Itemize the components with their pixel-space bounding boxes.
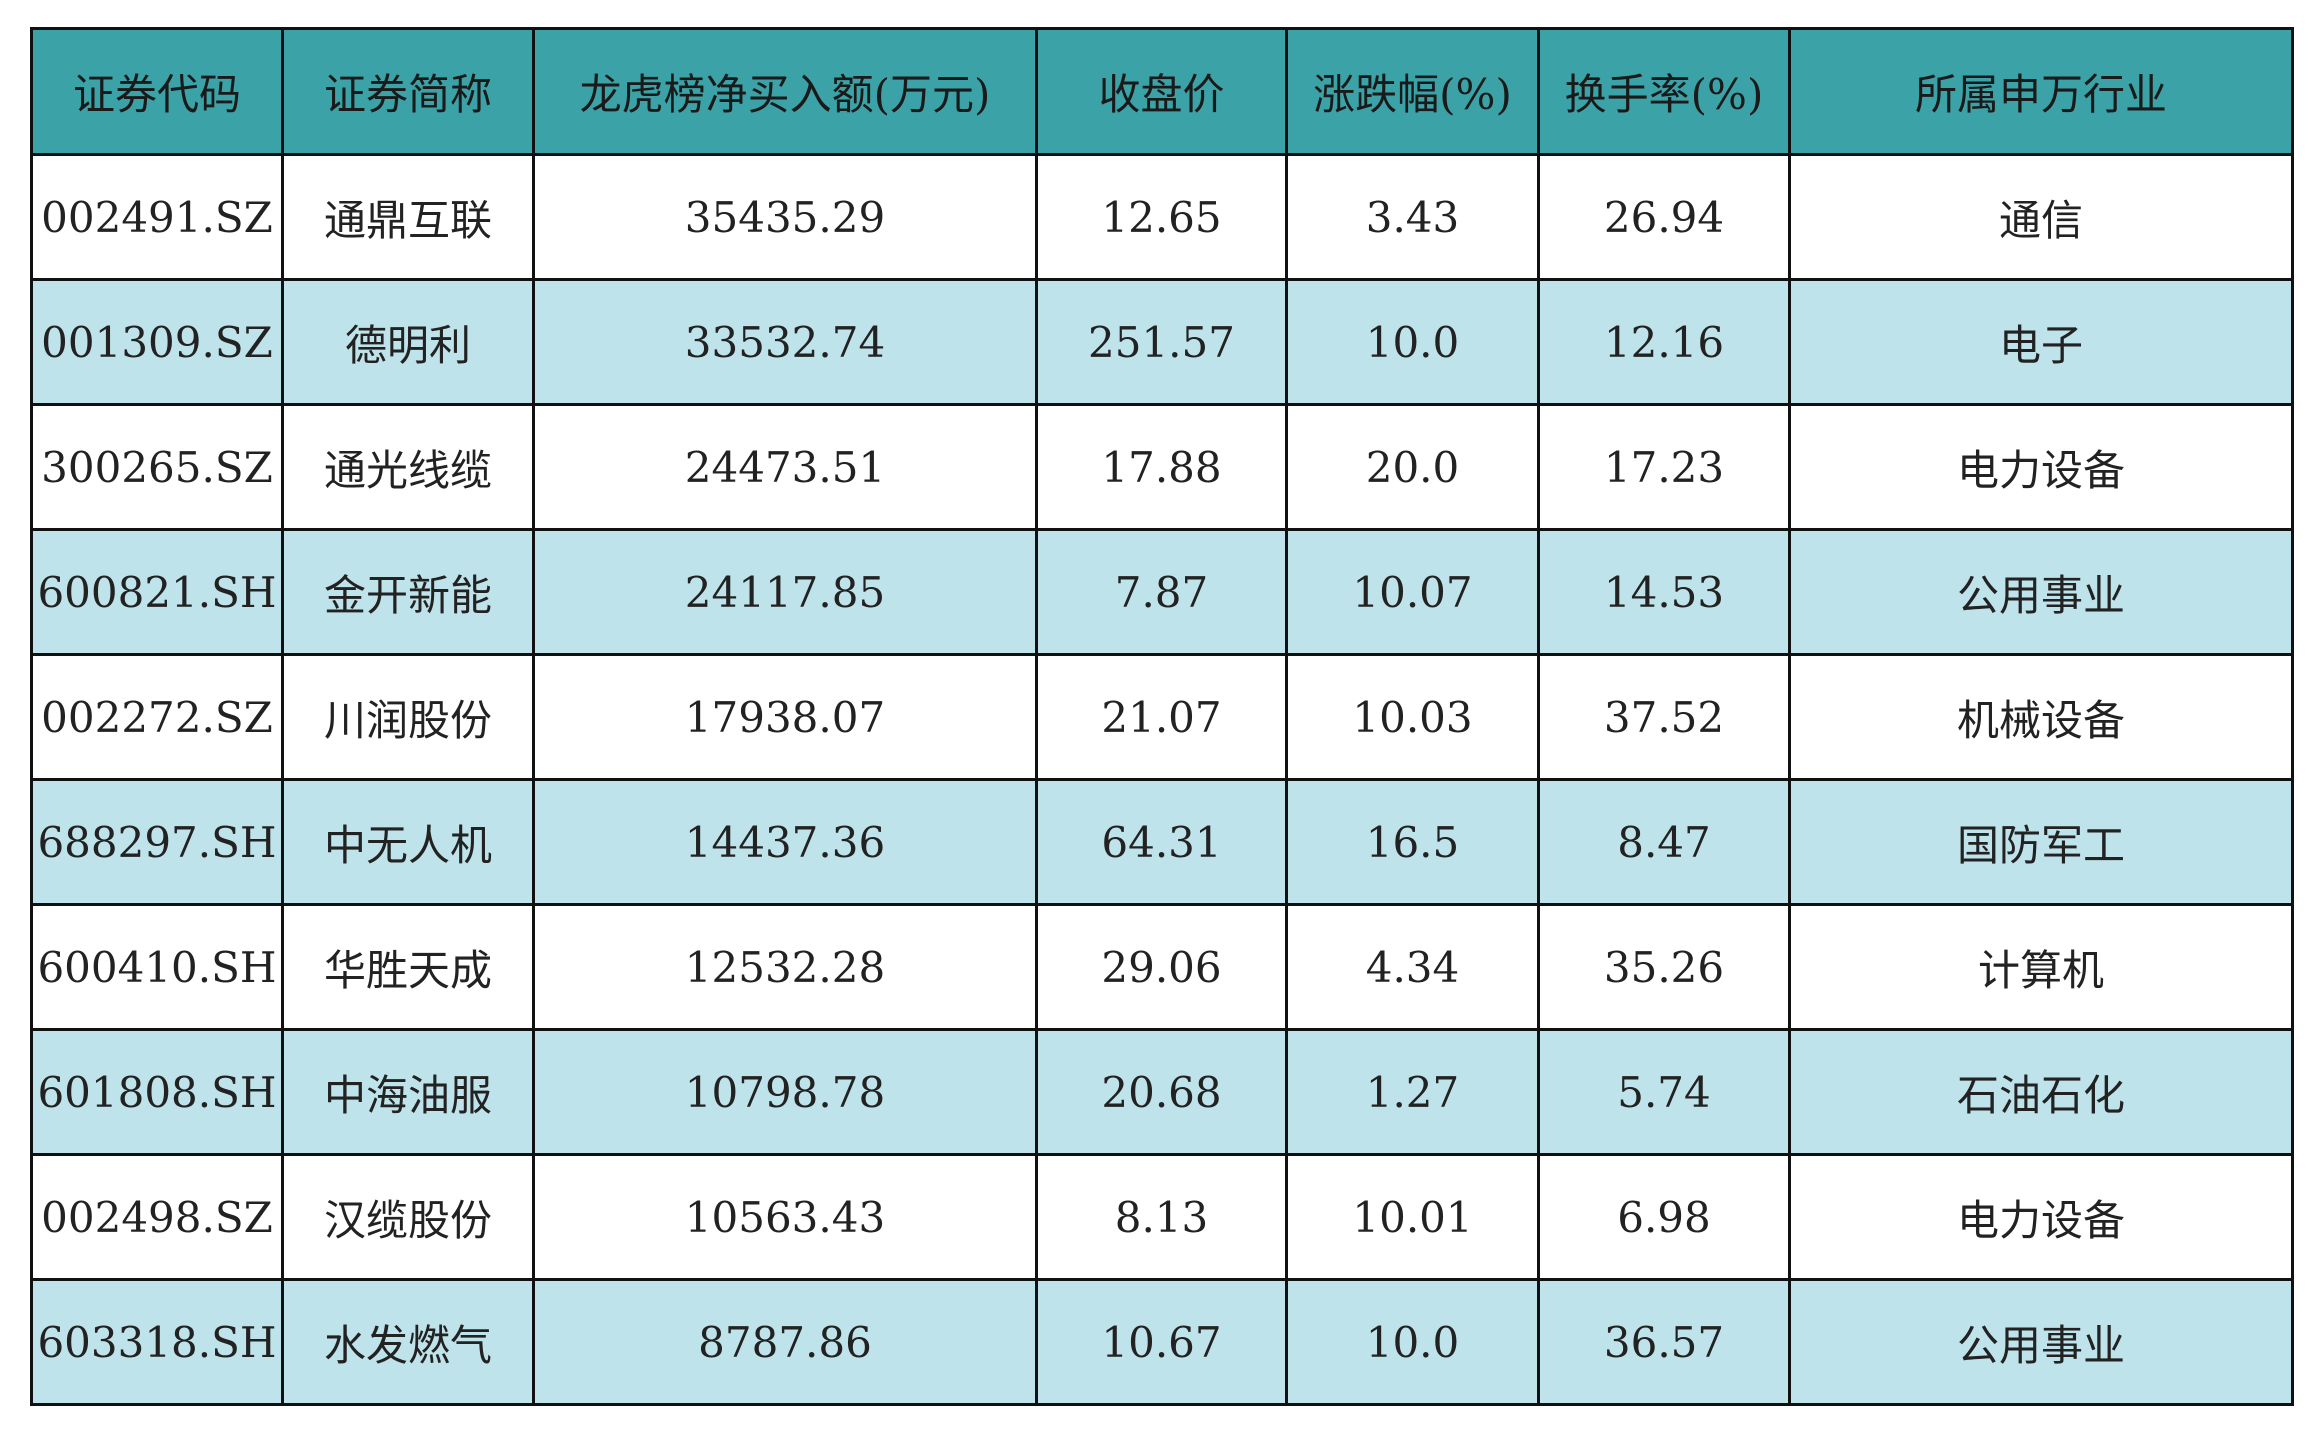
table-cell: 5.74 — [1537, 1028, 1791, 1156]
table-cell: 8.13 — [1035, 1153, 1288, 1281]
table-cell: 3.43 — [1285, 153, 1540, 281]
table-cell: 德明利 — [281, 278, 535, 406]
table-cell: 002272.SZ — [30, 653, 284, 781]
table-cell: 国防军工 — [1788, 778, 2294, 906]
table-cell: 金开新能 — [281, 528, 535, 656]
table-row: 601808.SH 中海油服 10798.78 20.68 1.27 5.74 石油石化 — [30, 1028, 2294, 1156]
table-cell: 33532.74 — [532, 278, 1038, 406]
table-cell: 601808.SH — [30, 1028, 284, 1156]
table-cell: 10.67 — [1035, 1278, 1288, 1406]
table-cell: 600410.SH — [30, 903, 284, 1031]
table-cell: 通信 — [1788, 153, 2294, 281]
table-row: 002498.SZ 汉缆股份 10563.43 8.13 10.01 6.98 电力设备 — [30, 1153, 2294, 1281]
table-cell: 机械设备 — [1788, 653, 2294, 781]
table-row: 600410.SH 华胜天成 12532.28 29.06 4.34 35.26 计算机 — [30, 903, 2294, 1031]
table-cell: 公用事业 — [1788, 528, 2294, 656]
table-cell: 64.31 — [1035, 778, 1288, 906]
table-row: 300265.SZ 通光线缆 24473.51 17.88 20.0 17.23 电力设备 — [30, 403, 2294, 531]
header-cell: 换手率(%) — [1537, 27, 1791, 156]
table-cell: 通鼎互联 — [281, 153, 535, 281]
table-row: 600821.SH 金开新能 24117.85 7.87 10.07 14.53 公用事业 — [30, 528, 2294, 656]
table-cell: 7.87 — [1035, 528, 1288, 656]
header-cell: 证券简称 — [281, 27, 535, 156]
header-cell: 涨跌幅(%) — [1285, 27, 1540, 156]
table-cell: 中海油服 — [281, 1028, 535, 1156]
table-cell: 10563.43 — [532, 1153, 1038, 1281]
table-cell: 水发燃气 — [281, 1278, 535, 1406]
table-cell: 35.26 — [1537, 903, 1791, 1031]
table-cell: 17.88 — [1035, 403, 1288, 531]
table-cell: 20.68 — [1035, 1028, 1288, 1156]
table-cell: 计算机 — [1788, 903, 2294, 1031]
table-cell: 电力设备 — [1788, 403, 2294, 531]
table-cell: 300265.SZ — [30, 403, 284, 531]
table-cell: 24473.51 — [532, 403, 1038, 531]
table-cell: 36.57 — [1537, 1278, 1791, 1406]
table-cell: 10.01 — [1285, 1153, 1540, 1281]
table-cell: 10798.78 — [532, 1028, 1038, 1156]
table-cell: 600821.SH — [30, 528, 284, 656]
table-cell: 29.06 — [1035, 903, 1288, 1031]
table-cell: 35435.29 — [532, 153, 1038, 281]
table-cell: 002491.SZ — [30, 153, 284, 281]
header-cell: 证券代码 — [30, 27, 284, 156]
table-cell: 001309.SZ — [30, 278, 284, 406]
table-body: 002491.SZ 通鼎互联 35435.29 12.65 3.43 26.94 通信 001… — [30, 153, 2294, 1406]
header-row: 证券代码 证券简称 龙虎榜净买入额(万元) 收盘价 涨跌幅(%) 换手率(%) 所属申万行业 — [30, 27, 2294, 156]
table-cell: 12.65 — [1035, 153, 1288, 281]
table-cell: 14437.36 — [532, 778, 1038, 906]
header-cell: 收盘价 — [1035, 27, 1288, 156]
table-row: 002272.SZ 川润股份 17938.07 21.07 10.03 37.52 机械设备 — [30, 653, 2294, 781]
table-cell: 12.16 — [1537, 278, 1791, 406]
table-cell: 12532.28 — [532, 903, 1038, 1031]
table-cell: 电力设备 — [1788, 1153, 2294, 1281]
table-cell: 26.94 — [1537, 153, 1791, 281]
table-cell: 16.5 — [1285, 778, 1540, 906]
table-cell: 002498.SZ — [30, 1153, 284, 1281]
table-row: 001309.SZ 德明利 33532.74 251.57 10.0 12.16 电子 — [30, 278, 2294, 406]
table-row: 002491.SZ 通鼎互联 35435.29 12.65 3.43 26.94 通信 — [30, 153, 2294, 281]
table-cell: 10.0 — [1285, 278, 1540, 406]
table-cell: 公用事业 — [1788, 1278, 2294, 1406]
table-cell: 10.03 — [1285, 653, 1540, 781]
table-cell: 汉缆股份 — [281, 1153, 535, 1281]
table-cell: 14.53 — [1537, 528, 1791, 656]
table-cell: 10.07 — [1285, 528, 1540, 656]
table-row: 688297.SH 中无人机 14437.36 64.31 16.5 8.47 国防军工 — [30, 778, 2294, 906]
table-cell: 21.07 — [1035, 653, 1288, 781]
table-cell: 华胜天成 — [281, 903, 535, 1031]
table-cell: 8.47 — [1537, 778, 1791, 906]
table-cell: 4.34 — [1285, 903, 1540, 1031]
table-cell: 10.0 — [1285, 1278, 1540, 1406]
table-cell: 688297.SH — [30, 778, 284, 906]
table-cell: 37.52 — [1537, 653, 1791, 781]
table-cell: 中无人机 — [281, 778, 535, 906]
header-cell: 龙虎榜净买入额(万元) — [532, 27, 1038, 156]
table-cell: 20.0 — [1285, 403, 1540, 531]
table-cell: 电子 — [1788, 278, 2294, 406]
header-cell: 所属申万行业 — [1788, 27, 2294, 156]
table-cell: 603318.SH — [30, 1278, 284, 1406]
table-cell: 1.27 — [1285, 1028, 1540, 1156]
table-cell: 通光线缆 — [281, 403, 535, 531]
table-cell: 251.57 — [1035, 278, 1288, 406]
table-row: 603318.SH 水发燃气 8787.86 10.67 10.0 36.57 公用事业 — [30, 1278, 2294, 1406]
table-cell: 17.23 — [1537, 403, 1791, 531]
table-cell: 6.98 — [1537, 1153, 1791, 1281]
table-cell: 石油石化 — [1788, 1028, 2294, 1156]
table-cell: 17938.07 — [532, 653, 1038, 781]
table-cell: 8787.86 — [532, 1278, 1038, 1406]
table-cell: 24117.85 — [532, 528, 1038, 656]
table-cell: 川润股份 — [281, 653, 535, 781]
data-table: 证券代码 证券简称 龙虎榜净买入额(万元) 收盘价 涨跌幅(%) 换手率(%) 所属申万行业… — [30, 27, 2294, 1406]
